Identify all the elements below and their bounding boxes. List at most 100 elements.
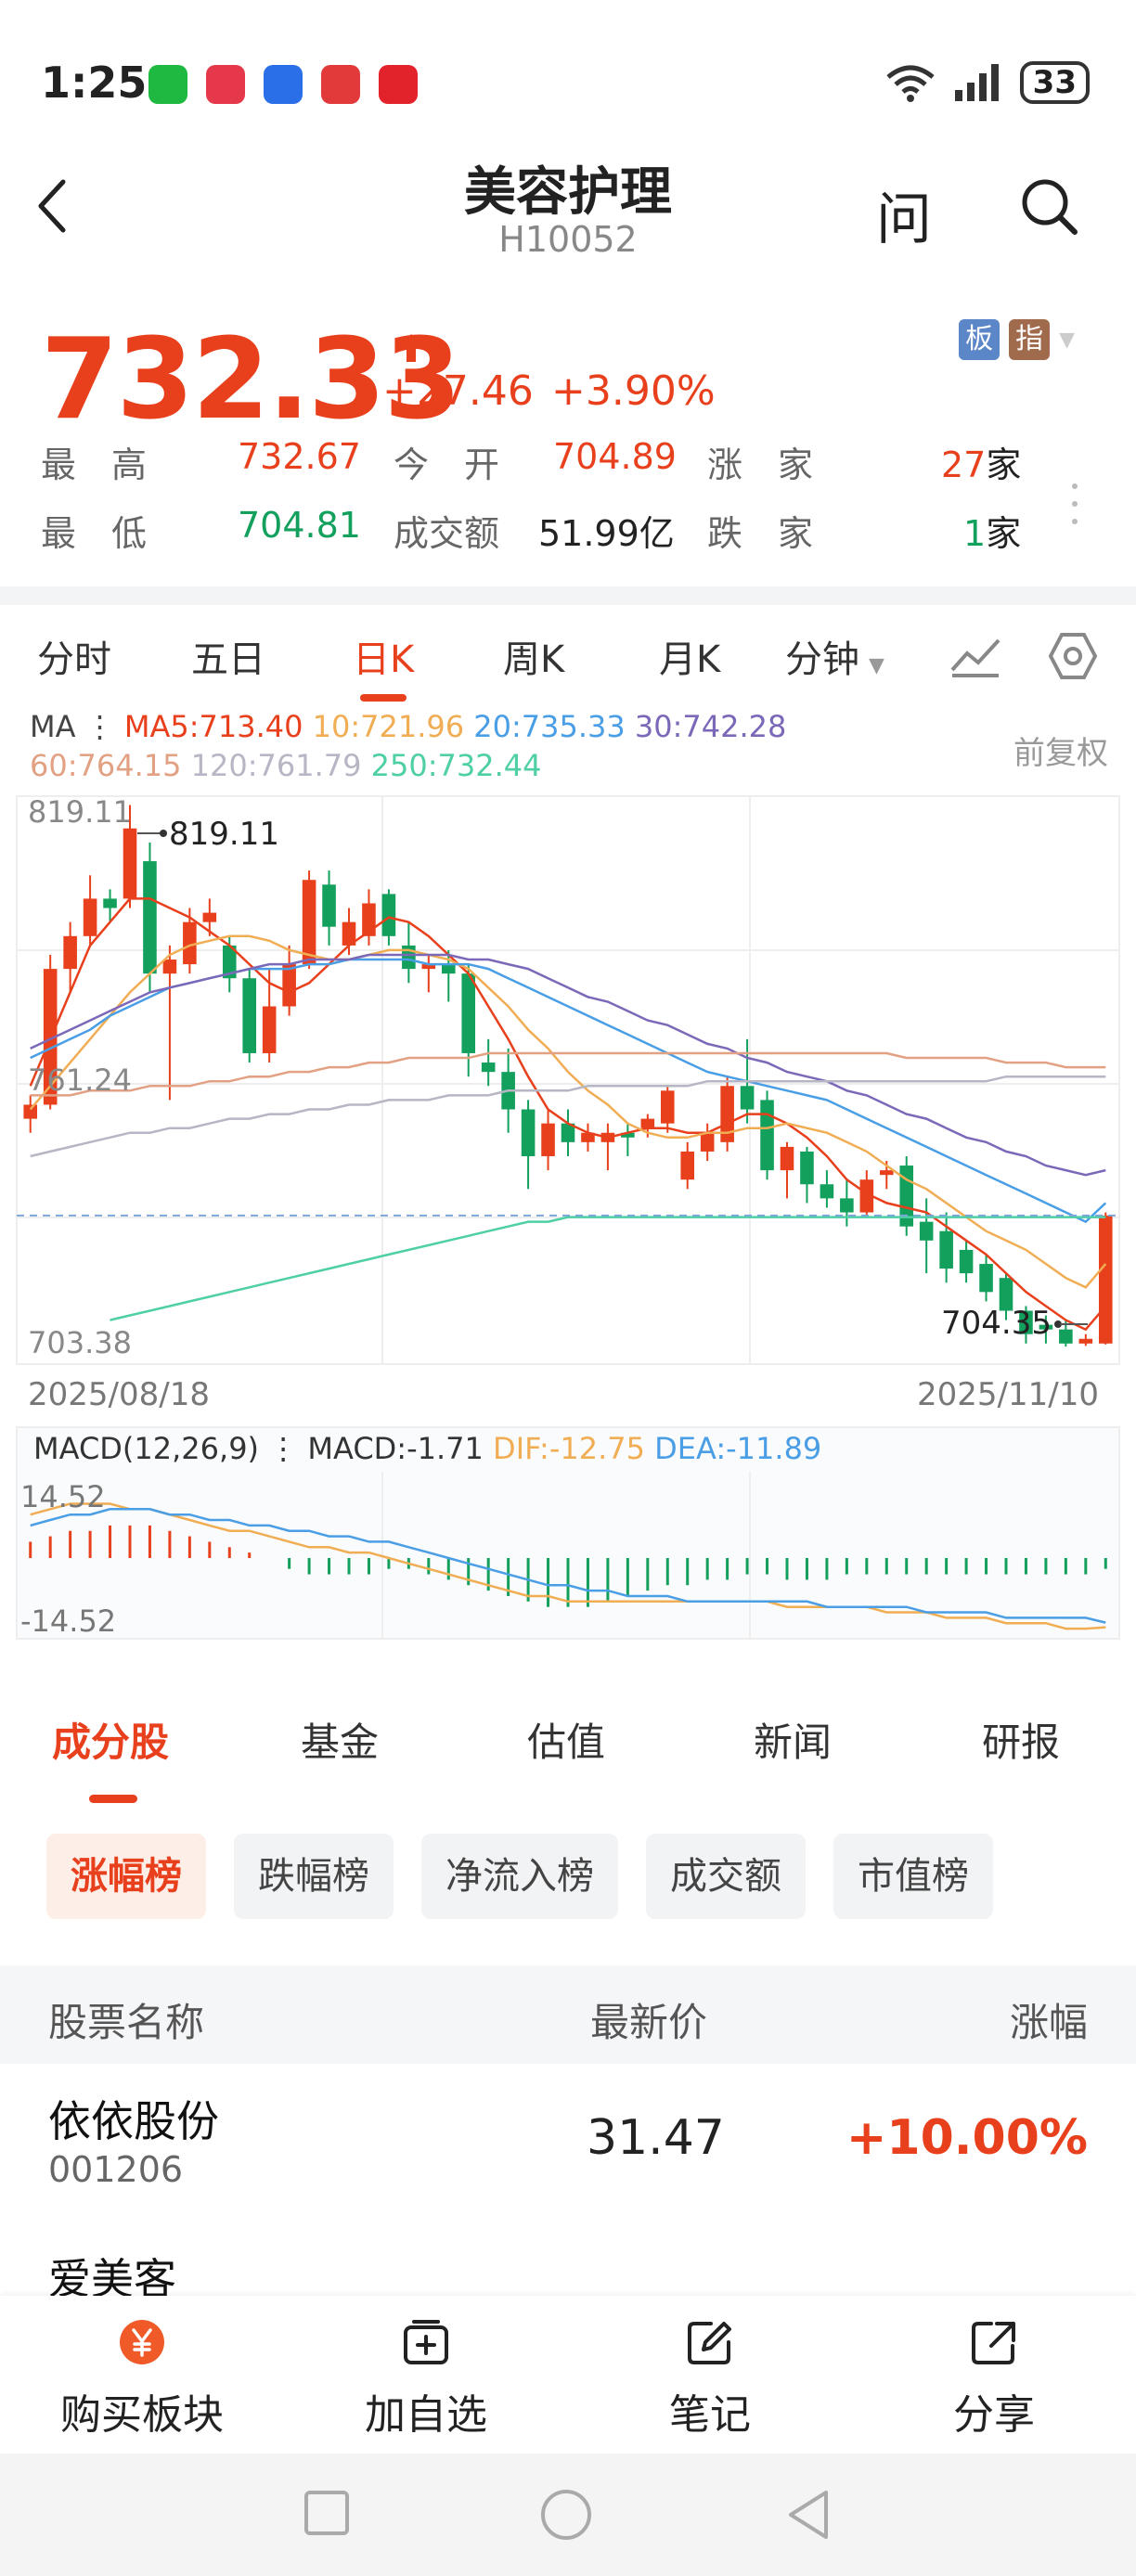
shopping-app-icon bbox=[321, 65, 360, 104]
stock-price: 31.47 bbox=[587, 2110, 725, 2166]
y-label-mid: 761.24 bbox=[28, 1063, 132, 1098]
tab-weekly-k[interactable]: 周K bbox=[503, 638, 565, 681]
share-label: 分享 bbox=[953, 2391, 1035, 2439]
table-row[interactable]: 爱美客 bbox=[0, 2227, 1136, 2296]
table-row[interactable]: 依依股份 001206 31.47 +10.00% bbox=[0, 2066, 1136, 2205]
ma-legend-row-1: MA ⋮ MA5:713.40 10:721.96 20:735.33 30:7… bbox=[30, 709, 787, 744]
macd-value: MACD:-1.71 bbox=[307, 1431, 484, 1466]
macd-legend: MACD(12,26,9) ⋮ MACD:-1.71 DIF:-12.75 DE… bbox=[33, 1431, 821, 1466]
stock-change: +10.00% bbox=[846, 2110, 1088, 2166]
chevron-down-icon: ▼ bbox=[869, 654, 884, 677]
candle-body bbox=[23, 1104, 38, 1119]
battery-indicator: 33 bbox=[1019, 61, 1090, 104]
tab-daily-k[interactable]: 日K bbox=[353, 638, 415, 681]
candle-group bbox=[23, 805, 1113, 1347]
candle-body bbox=[1039, 1324, 1053, 1330]
chip-market-cap[interactable]: 市值榜 bbox=[833, 1834, 993, 1919]
header-change[interactable]: 涨幅 bbox=[1009, 2000, 1088, 2045]
candle-body bbox=[441, 964, 456, 974]
candle-body bbox=[123, 828, 137, 899]
tab-funds[interactable]: 基金 bbox=[301, 1719, 380, 1765]
tab-news[interactable]: 新闻 bbox=[754, 1719, 833, 1765]
tab-intraday[interactable]: 分时 bbox=[37, 638, 111, 681]
tab-research[interactable]: 研报 bbox=[982, 1719, 1061, 1765]
chip-turnover[interactable]: 成交额 bbox=[646, 1834, 806, 1919]
header-stock-name[interactable]: 股票名称 bbox=[48, 2000, 205, 2045]
y-label-max: 819.11 bbox=[28, 794, 132, 830]
tab-valuation[interactable]: 估值 bbox=[527, 1719, 606, 1765]
dea-value: DEA:-11.89 bbox=[654, 1431, 821, 1466]
status-time: 1:25 bbox=[41, 58, 148, 108]
header: 美容护理 H10052 问 bbox=[0, 139, 1136, 278]
dea-line bbox=[30, 1508, 1106, 1624]
candle-body bbox=[800, 1151, 814, 1185]
candle-body bbox=[282, 964, 296, 1007]
index-tags[interactable]: 板 指 ▼ bbox=[959, 319, 1075, 360]
chip-losers[interactable]: 跌幅榜 bbox=[234, 1834, 394, 1919]
candle-body bbox=[143, 861, 157, 974]
more-vertical-icon[interactable] bbox=[1069, 481, 1080, 527]
candle-body bbox=[660, 1090, 675, 1124]
ma60-line bbox=[30, 1051, 1106, 1097]
chart-tabs: 分时 五日 日K 周K 月K 分钟 ▼ bbox=[0, 612, 1136, 705]
candle-body bbox=[63, 935, 77, 970]
candle-body bbox=[262, 1006, 277, 1053]
tab-minute[interactable]: 分钟 ▼ bbox=[785, 629, 884, 683]
wifi-icon bbox=[886, 65, 935, 102]
down-count: 1 bbox=[963, 513, 987, 554]
kline-chart[interactable]: 819.11 761.24 703.38 819.11 704.35 2025/… bbox=[0, 789, 1136, 1652]
candle-body bbox=[202, 912, 217, 922]
ma-lines bbox=[29, 897, 1107, 1332]
tab-monthly-k[interactable]: 月K bbox=[659, 638, 721, 681]
ma120-line bbox=[30, 1075, 1106, 1158]
table-header: 股票名称 最新价 涨幅 bbox=[0, 1965, 1136, 2064]
candle-body bbox=[879, 1170, 894, 1176]
yuan-icon bbox=[120, 2320, 164, 2364]
candle-body bbox=[342, 921, 356, 946]
chip-net-inflow[interactable]: 净流入榜 bbox=[421, 1834, 618, 1919]
candle-body bbox=[621, 1132, 635, 1138]
index-tag[interactable]: 指 bbox=[1009, 319, 1051, 360]
tab-five-day[interactable]: 五日 bbox=[191, 638, 265, 681]
indicator-settings-icon[interactable] bbox=[949, 633, 1002, 679]
share-button[interactable]: 分享 bbox=[852, 2296, 1136, 2454]
adjust-mode-button[interactable]: 前复权 bbox=[1013, 735, 1108, 772]
candle-body bbox=[919, 1221, 934, 1241]
candle-body bbox=[322, 884, 336, 927]
up-arrow-icon bbox=[397, 334, 425, 362]
price-change: +27.46 bbox=[382, 367, 534, 415]
candle-body bbox=[1019, 1310, 1033, 1334]
signal-icon bbox=[954, 64, 999, 101]
gear-icon[interactable] bbox=[1047, 631, 1099, 681]
current-price: 732.33 bbox=[41, 316, 461, 444]
ask-button[interactable]: 问 bbox=[876, 187, 932, 252]
recent-apps-icon[interactable] bbox=[303, 2489, 351, 2537]
note-icon bbox=[688, 2322, 731, 2364]
note-button[interactable]: 笔记 bbox=[568, 2296, 852, 2454]
back-icon[interactable] bbox=[33, 176, 71, 236]
content-tabs: 成分股 基金 估值 新闻 研报 bbox=[0, 1698, 1136, 1803]
home-icon[interactable] bbox=[540, 2489, 592, 2541]
ma20-value: 20:735.33 bbox=[473, 709, 626, 744]
chevron-down-icon[interactable]: ▼ bbox=[1059, 328, 1075, 352]
page-title: 美容护理 bbox=[464, 162, 672, 223]
candle-body bbox=[780, 1146, 794, 1171]
ma30-line bbox=[30, 953, 1106, 1177]
sector-tag[interactable]: 板 bbox=[959, 319, 1000, 360]
macd-y-min: -14.52 bbox=[20, 1604, 116, 1639]
up-count: 27 bbox=[941, 444, 987, 485]
x-label-start: 2025/08/18 bbox=[28, 1376, 210, 1413]
max-marker-label: 819.11 bbox=[169, 816, 279, 853]
buy-sector-button[interactable]: 购买板块 bbox=[0, 2296, 284, 2454]
low-value: 704.81 bbox=[238, 505, 361, 546]
header-latest-price[interactable]: 最新价 bbox=[590, 2000, 708, 2045]
bottom-action-bar: 购买板块 加自选 笔记 分享 bbox=[0, 2296, 1136, 2454]
back-nav-icon[interactable] bbox=[785, 2489, 832, 2541]
chip-gainers[interactable]: 涨幅榜 bbox=[46, 1834, 206, 1919]
candle-body bbox=[700, 1132, 715, 1152]
min-marker-label: 704.35 bbox=[941, 1305, 1052, 1342]
search-icon[interactable] bbox=[1019, 176, 1078, 236]
tab-constituents[interactable]: 成分股 bbox=[52, 1719, 170, 1765]
notification-icons bbox=[148, 65, 418, 104]
add-watchlist-button[interactable]: 加自选 bbox=[284, 2296, 568, 2454]
